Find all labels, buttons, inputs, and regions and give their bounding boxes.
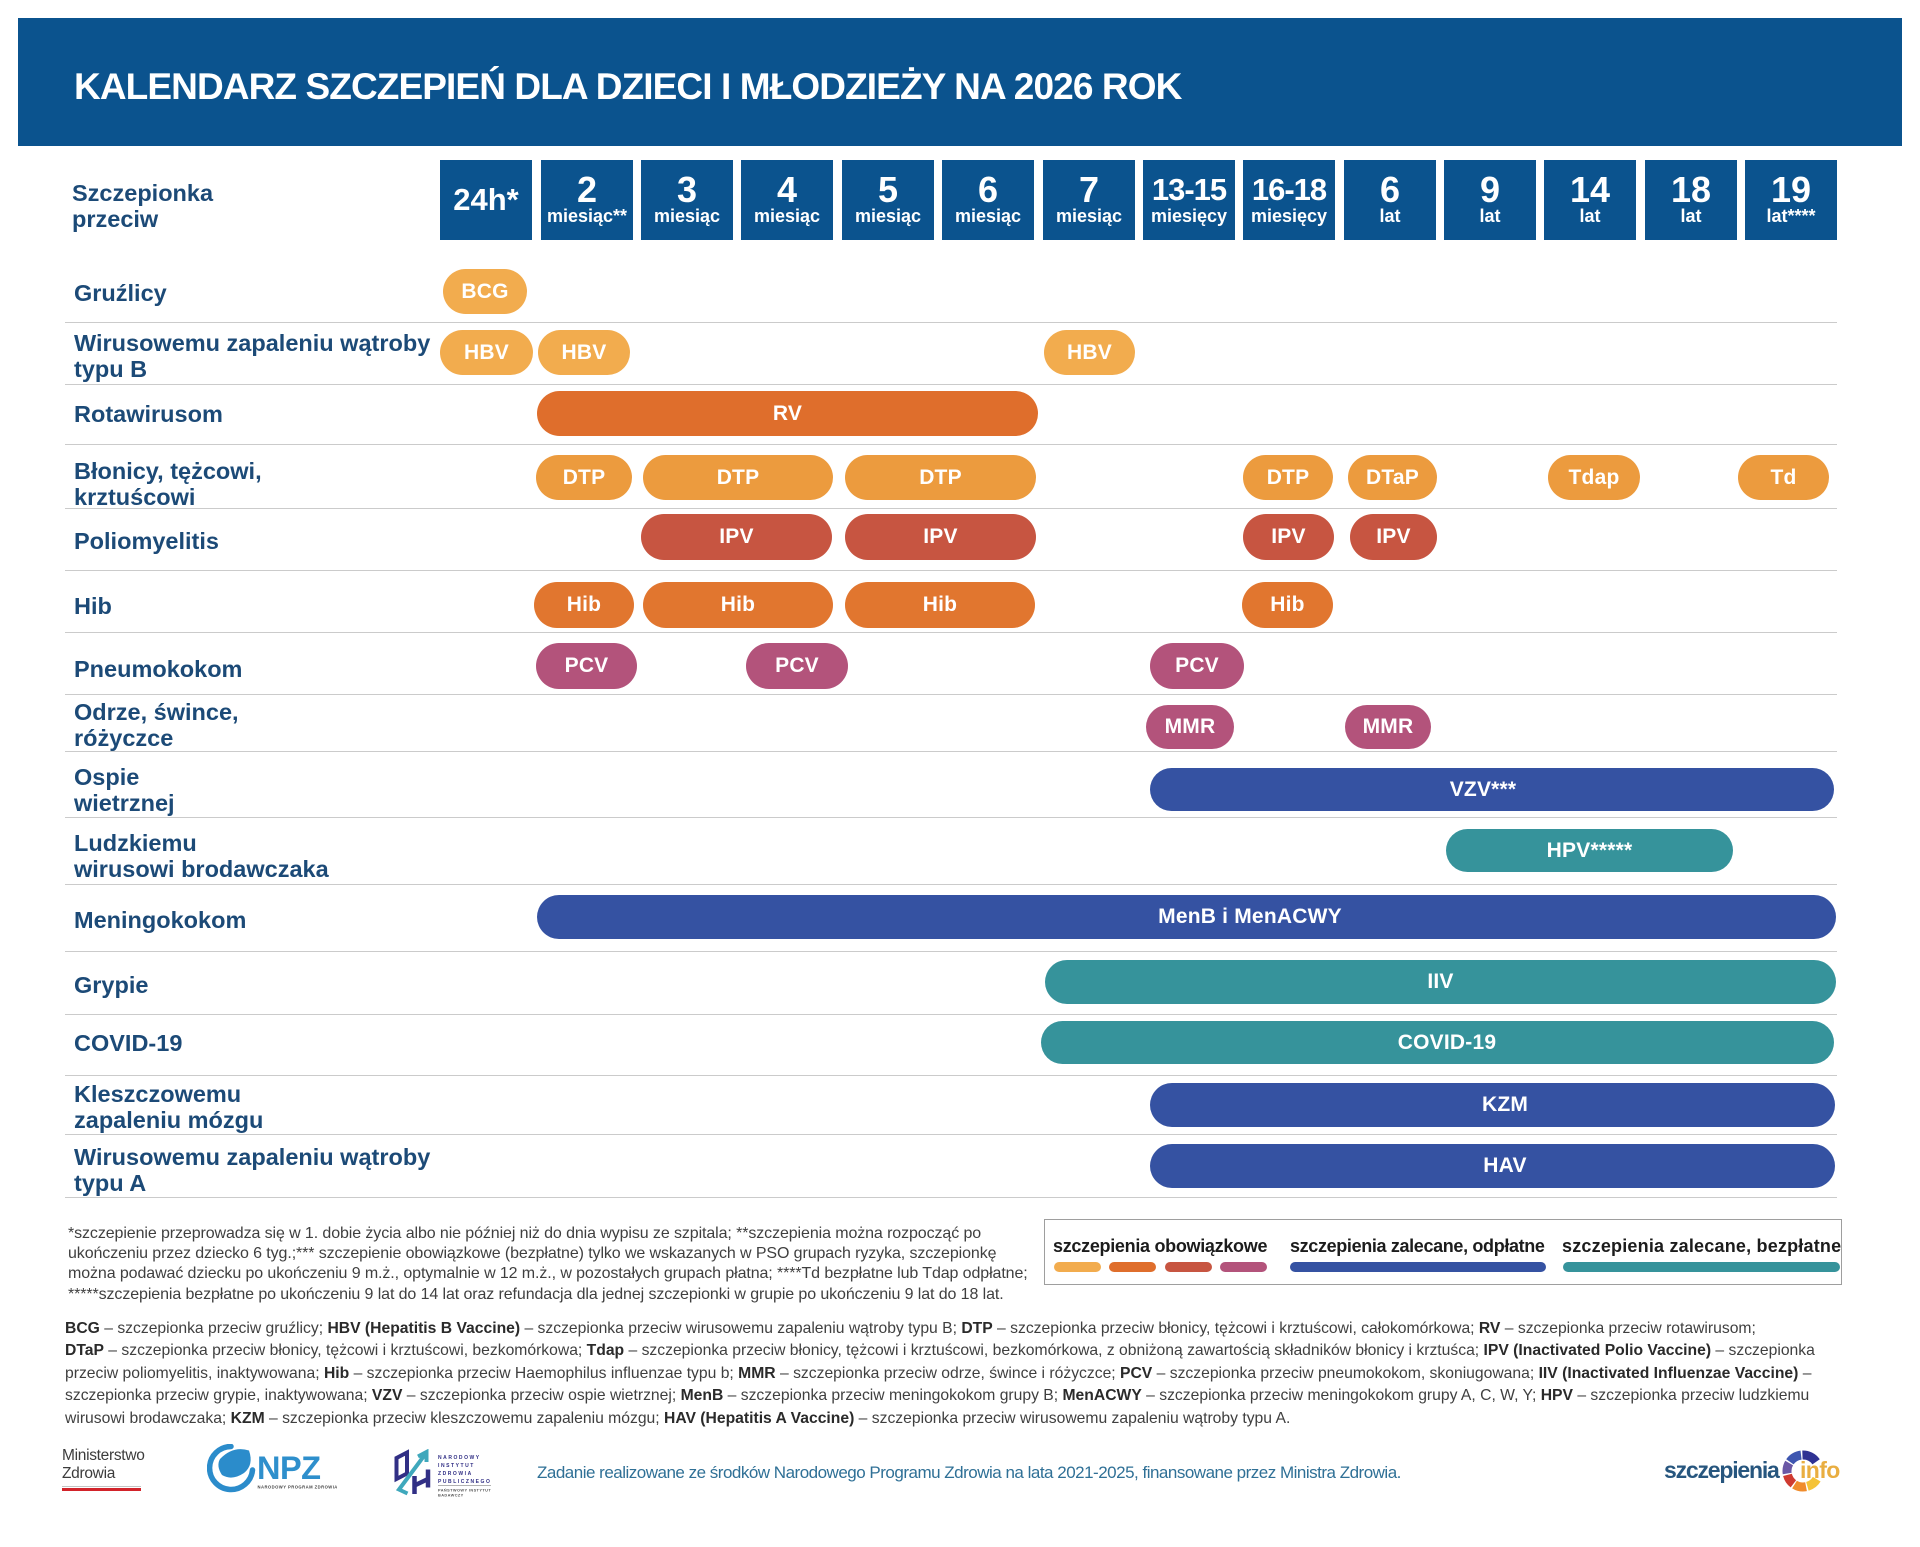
svg-text:NARODOWY PROGRAM ZDROWIA: NARODOWY PROGRAM ZDROWIA (258, 1485, 338, 1490)
svg-text:INSTYTUT: INSTYTUT (438, 1463, 475, 1469)
svg-text:NPZ: NPZ (257, 1450, 321, 1486)
svg-text:ZDROWIA: ZDROWIA (438, 1471, 473, 1477)
svg-text:PUBLICZNEGO: PUBLICZNEGO (438, 1479, 491, 1485)
svg-text:NARODOWY: NARODOWY (438, 1455, 481, 1461)
svg-text:PAŃSTWOWY INSTYTUT: PAŃSTWOWY INSTYTUT (438, 1488, 491, 1493)
svg-text:BADAWCZY: BADAWCZY (438, 1493, 464, 1498)
